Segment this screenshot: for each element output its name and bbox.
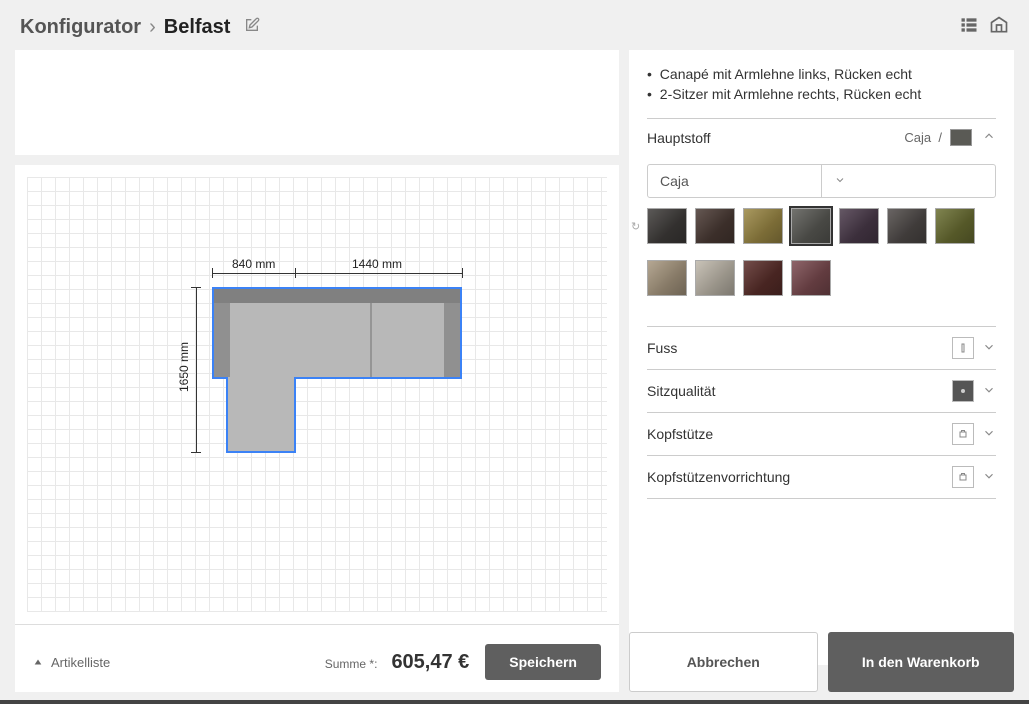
- breadcrumb-current: Belfast: [164, 16, 231, 39]
- component-item: Canapé mit Armlehne links, Rücken echt: [647, 64, 996, 84]
- fabric-swatch[interactable]: [743, 208, 783, 244]
- hauptstoff-brand: Caja /: [904, 130, 942, 145]
- fabric-swatch[interactable]: [743, 260, 783, 296]
- options-panel: Canapé mit Armlehne links, Rücken echt 2…: [629, 50, 1014, 665]
- fabric-swatch[interactable]: [839, 208, 879, 244]
- breadcrumb: Konfigurator › Belfast: [20, 16, 260, 39]
- reload-icon[interactable]: ↻: [631, 220, 640, 233]
- component-list: Canapé mit Armlehne links, Rücken echt 2…: [647, 64, 996, 104]
- accordion-kopfstuetzenvorrichtung[interactable]: Kopfstützenvorrichtung: [647, 455, 996, 498]
- dim-width-2: 1440 mm: [352, 257, 402, 271]
- accordion-kopfstuetze[interactable]: Kopfstütze: [647, 412, 996, 455]
- save-button[interactable]: Speichern: [485, 644, 601, 680]
- chevron-down-icon: [982, 383, 996, 400]
- triangle-up-icon: [33, 657, 43, 667]
- chevron-up-icon: [982, 129, 996, 146]
- component-item: 2-Sitzer mit Armlehne rechts, Rücken ech…: [647, 84, 996, 104]
- accordion-sitzqualitaet[interactable]: Sitzqualität: [647, 369, 996, 412]
- list-view-icon[interactable]: [959, 15, 979, 40]
- sitz-icon: [952, 380, 974, 402]
- fuss-label: Fuss: [647, 340, 952, 356]
- edit-icon[interactable]: [244, 16, 260, 39]
- export-icon[interactable]: [989, 15, 1009, 40]
- article-list-label: Artikelliste: [51, 655, 110, 670]
- fabric-swatch[interactable]: [647, 208, 687, 244]
- cancel-button[interactable]: Abbrechen: [629, 632, 818, 692]
- dim-width-1: 840 mm: [232, 257, 275, 271]
- sitz-label: Sitzqualität: [647, 383, 952, 399]
- fabric-swatch[interactable]: [647, 260, 687, 296]
- total-price: 605,47 €: [391, 651, 469, 674]
- fabric-dropdown-value: Caja: [648, 165, 821, 197]
- add-to-cart-button[interactable]: In den Warenkorb: [828, 632, 1015, 692]
- footer-left: Artikelliste Summe *: 605,47 € Speichern: [15, 632, 619, 692]
- kopfv-label: Kopfstützenvorrichtung: [647, 469, 952, 485]
- article-list-toggle[interactable]: Artikelliste: [33, 655, 110, 670]
- fabric-swatch[interactable]: [887, 208, 927, 244]
- swatch-grid: ↻: [647, 208, 996, 296]
- hauptstoff-label: Hauptstoff: [647, 130, 904, 146]
- fabric-swatch[interactable]: [695, 260, 735, 296]
- chevron-down-icon: [982, 469, 996, 486]
- kopf-icon: [952, 423, 974, 445]
- canvas-area: 840 mm 1440 mm 1650 mm 930 mm: [15, 165, 619, 665]
- chevron-down-icon: [982, 340, 996, 357]
- accordion-hauptstoff[interactable]: Hauptstoff Caja /: [647, 118, 996, 156]
- footer-divider: [0, 700, 1029, 704]
- breadcrumb-root[interactable]: Konfigurator: [20, 16, 141, 39]
- chevron-down-icon: [982, 426, 996, 443]
- accordion-fuss[interactable]: Fuss: [647, 326, 996, 369]
- fabric-swatch[interactable]: [791, 260, 831, 296]
- kopf-label: Kopfstütze: [647, 426, 952, 442]
- fabric-swatch[interactable]: [791, 208, 831, 244]
- fabric-dropdown[interactable]: Caja: [647, 164, 996, 198]
- breadcrumb-sep-icon: ›: [149, 16, 156, 39]
- thumbnail-strip: [15, 50, 619, 155]
- hauptstoff-swatch-icon: [950, 129, 972, 146]
- chevron-down-icon[interactable]: [821, 165, 995, 197]
- sum-label: Summe *:: [325, 657, 378, 671]
- design-canvas[interactable]: 840 mm 1440 mm 1650 mm 930 mm: [27, 177, 607, 612]
- fabric-swatch[interactable]: [935, 208, 975, 244]
- fabric-swatch[interactable]: [695, 208, 735, 244]
- fuss-icon: [952, 337, 974, 359]
- kopfv-icon: [952, 466, 974, 488]
- dim-height-1: 1650 mm: [177, 342, 191, 392]
